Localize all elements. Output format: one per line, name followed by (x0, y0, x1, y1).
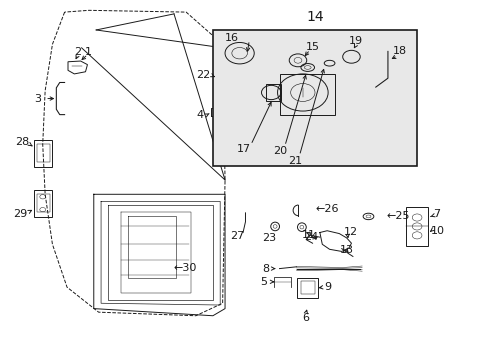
Bar (34, 140, 52, 167)
Text: 4: 4 (196, 110, 203, 120)
Bar (279, 73, 335, 114)
Bar (34, 190, 52, 217)
Text: 11: 11 (302, 230, 316, 240)
Text: ←25: ←25 (386, 211, 409, 221)
Text: 7: 7 (432, 209, 439, 219)
Text: 21: 21 (288, 157, 302, 166)
Text: 15: 15 (305, 42, 319, 52)
Text: 9: 9 (324, 282, 331, 292)
Bar (37, 194, 49, 212)
Text: 20: 20 (272, 147, 286, 157)
Bar (406, 207, 427, 246)
Text: 18: 18 (392, 46, 407, 57)
Text: 10: 10 (430, 226, 444, 236)
Text: 24: 24 (304, 232, 318, 242)
Text: 8: 8 (261, 264, 268, 274)
Text: 17: 17 (236, 144, 250, 154)
Text: 12: 12 (343, 227, 357, 237)
Text: 3: 3 (34, 94, 41, 104)
Bar (300, 282, 314, 294)
Bar (296, 278, 318, 298)
Text: 22: 22 (196, 69, 210, 80)
Bar (266, 84, 281, 102)
Bar (37, 144, 49, 162)
Text: 29: 29 (13, 209, 27, 219)
Text: 14: 14 (305, 10, 323, 24)
FancyBboxPatch shape (212, 30, 416, 166)
Text: 28: 28 (15, 138, 29, 148)
Text: 6: 6 (302, 312, 308, 323)
Text: 19: 19 (348, 36, 363, 46)
Text: 2: 2 (74, 47, 81, 57)
Text: 1: 1 (84, 47, 91, 57)
Text: 16: 16 (224, 33, 238, 43)
Text: ←30: ←30 (174, 262, 197, 273)
Text: ←26: ←26 (315, 204, 338, 214)
Text: 13: 13 (339, 245, 353, 255)
Text: 23: 23 (261, 233, 275, 243)
Text: 5: 5 (260, 277, 267, 287)
Text: 27: 27 (230, 231, 244, 242)
